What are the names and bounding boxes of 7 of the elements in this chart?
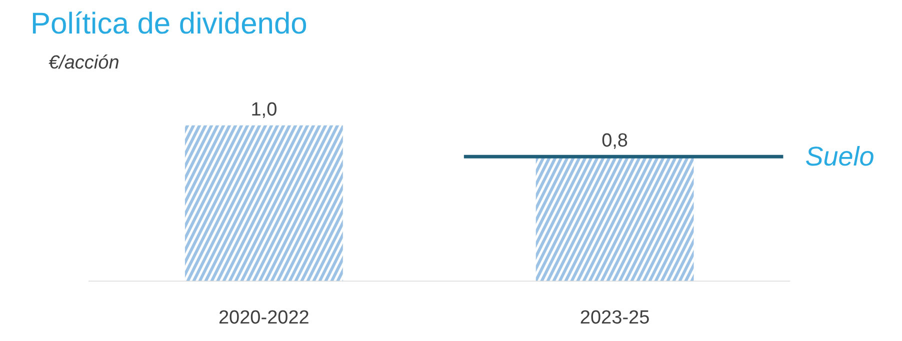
y-axis-title: €/acción [48,52,120,74]
x-tick-label: 2020-2022 [218,308,310,328]
x-tick-label: 2023-25 [580,308,650,328]
chart-title: Política de dividendo [30,8,308,40]
ref-line-label: Suelo [805,142,874,172]
data-label: 0,8 [602,130,628,152]
data-label: 1,0 [250,99,278,120]
